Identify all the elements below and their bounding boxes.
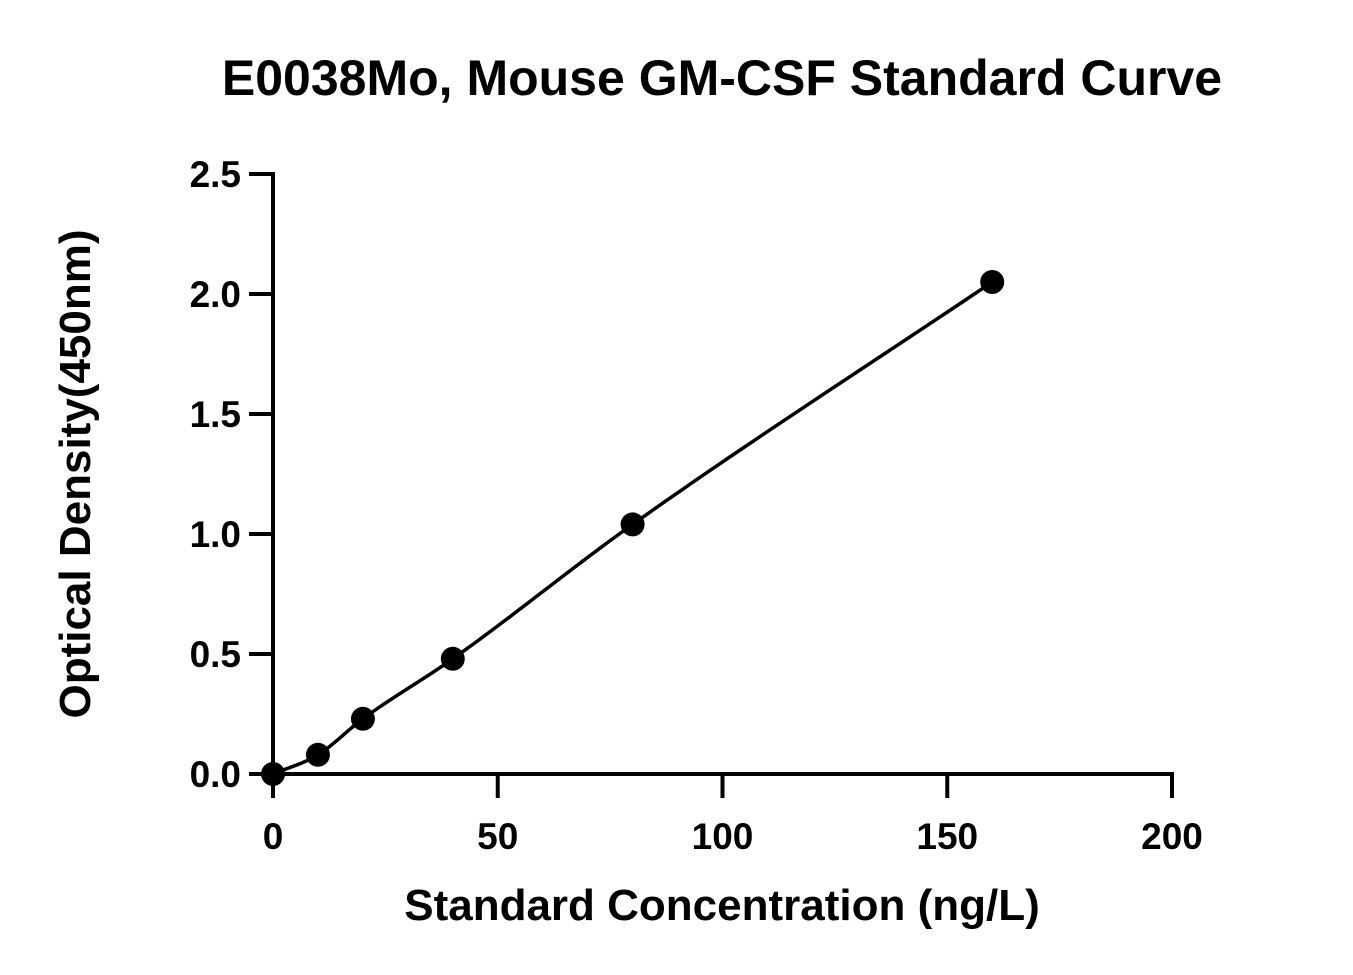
- x-tick-label: 100: [692, 816, 754, 857]
- data-point: [261, 762, 285, 786]
- x-axis-ticks: 0 50 100 150 200: [263, 774, 1203, 857]
- x-tick-label: 150: [916, 816, 978, 857]
- data-point: [350, 706, 375, 731]
- y-axis-label: Optical Density(450nm): [51, 229, 100, 718]
- y-tick-label: 0.5: [190, 634, 241, 675]
- x-tick-label: 0: [263, 816, 284, 857]
- x-tick-label: 50: [477, 816, 518, 857]
- data-point: [305, 742, 330, 767]
- y-axis-ticks: 0.0 0.5 1.0 1.5 2.0 2.5: [190, 154, 273, 795]
- x-tick-label: 200: [1141, 816, 1203, 857]
- y-tick-label: 2.0: [190, 274, 241, 315]
- x-axis-label: Standard Concentration (ng/L): [404, 881, 1040, 930]
- data-point: [980, 270, 1005, 294]
- data-point: [440, 646, 465, 671]
- data-points: [261, 270, 1005, 786]
- data-point: [620, 512, 645, 537]
- y-tick-label: 1.5: [190, 394, 241, 435]
- chart-title: E0038Mo, Mouse GM-CSF Standard Curve: [222, 50, 1222, 106]
- y-tick-label: 0.0: [190, 754, 241, 795]
- y-tick-label: 1.0: [190, 514, 241, 555]
- y-tick-label: 2.5: [190, 154, 241, 195]
